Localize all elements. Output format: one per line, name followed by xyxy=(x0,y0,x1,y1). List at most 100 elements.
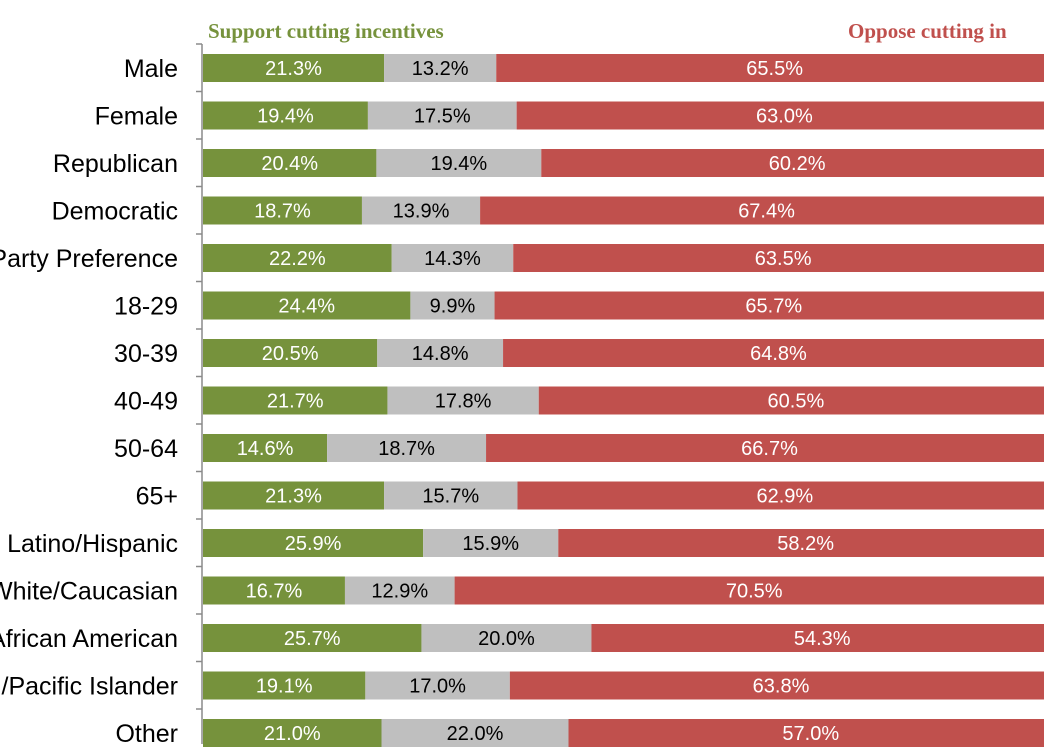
category-label-male: Male xyxy=(124,55,178,83)
bar-segment-oppose-65 xyxy=(517,481,1044,510)
category-label-african-american: African American xyxy=(0,625,178,653)
bar-segment-support-40-49 xyxy=(203,386,388,415)
data-label: 70.5% xyxy=(726,581,783,603)
data-label: 20.4% xyxy=(261,153,318,175)
bar-segment-neutral-30-39 xyxy=(377,339,504,367)
bar-segment-neutral-african-american xyxy=(421,624,592,652)
bar-segment-support-democratic xyxy=(203,196,362,225)
data-label: 14.6% xyxy=(237,438,294,460)
data-label: 67.4% xyxy=(738,201,795,223)
data-label: 63.5% xyxy=(755,248,812,270)
category-label-30-39: 30-39 xyxy=(114,340,178,368)
bar-segment-support-latino-hispanic xyxy=(203,529,424,557)
category-label-65: 65+ xyxy=(136,483,178,511)
data-label: 66.7% xyxy=(741,438,798,460)
data-label: 62.9% xyxy=(756,486,813,508)
category-label-no-party-preference: No Party Preference xyxy=(0,245,178,273)
legend: Support cutting incentives Oppose cuttin… xyxy=(208,19,1007,43)
data-label: 65.7% xyxy=(745,296,802,318)
data-label: 9.9% xyxy=(430,296,476,318)
bar-segment-neutral-65 xyxy=(384,481,518,510)
category-label-other: Other xyxy=(115,720,178,748)
bar-segment-oppose-female xyxy=(516,101,1044,130)
data-label: 21.7% xyxy=(267,391,324,413)
category-label-40-49: 40-49 xyxy=(114,388,178,416)
data-label: 17.8% xyxy=(435,391,492,413)
data-label: 24.4% xyxy=(278,296,335,318)
bar-segment-oppose-40-49 xyxy=(538,386,1044,415)
bar-segment-support-other xyxy=(203,719,382,747)
data-label: 21.3% xyxy=(265,486,322,508)
category-label-asian-pacific-islander: Asian/Pacific Islander xyxy=(0,673,178,701)
axis-ticks xyxy=(196,43,202,710)
data-label: 25.9% xyxy=(285,533,342,555)
data-label: 58.2% xyxy=(777,533,834,555)
data-label: 64.8% xyxy=(750,343,807,365)
data-label: 54.3% xyxy=(794,628,851,650)
bar-segment-support-asian-pacific-islander xyxy=(203,671,366,700)
data-label: 57.0% xyxy=(782,723,839,745)
bar-segment-oppose-other xyxy=(568,719,1044,747)
bar-segment-neutral-no-party-preference xyxy=(391,244,514,272)
data-label: 25.7% xyxy=(284,628,341,650)
data-label: 17.0% xyxy=(409,676,466,698)
bar-segment-support-30-39 xyxy=(203,339,378,367)
bar-segment-neutral-latino-hispanic xyxy=(423,529,559,557)
data-label: 13.2% xyxy=(412,58,469,80)
bar-segment-oppose-white-caucasian xyxy=(454,576,1044,605)
bar-segment-neutral-other xyxy=(381,719,569,747)
data-label: 17.5% xyxy=(414,106,471,128)
bar-segment-support-male xyxy=(203,54,385,82)
bar-segment-neutral-republican xyxy=(376,149,542,177)
bar-segment-neutral-asian-pacific-islander xyxy=(365,671,510,700)
bar-segment-support-no-party-preference xyxy=(203,244,392,272)
category-label-latino-hispanic: Latino/Hispanic xyxy=(7,530,178,558)
bar-segment-support-white-caucasian xyxy=(203,576,345,605)
data-label: 21.0% xyxy=(264,723,321,745)
legend-support-cutting-incentives: Support cutting incentives xyxy=(208,19,444,43)
data-label: 12.9% xyxy=(371,581,428,603)
data-label: 15.7% xyxy=(422,486,479,508)
bar-segment-support-african-american xyxy=(203,624,422,652)
category-label-18-29: 18-29 xyxy=(114,293,178,321)
bar-segment-oppose-latino-hispanic xyxy=(558,529,1044,557)
bar-segment-neutral-male xyxy=(384,54,497,82)
bar-segment-oppose-50-64 xyxy=(486,434,1044,462)
data-label: 19.4% xyxy=(257,106,314,128)
bar-segment-support-50-64 xyxy=(203,434,328,462)
data-label: 65.5% xyxy=(746,58,803,80)
bar-segment-neutral-18-29 xyxy=(410,291,495,320)
category-label-white-caucasian: White/Caucasian xyxy=(0,578,178,606)
data-label: 14.3% xyxy=(424,248,481,270)
bar-segment-oppose-asian-pacific-islander xyxy=(509,671,1044,700)
category-label-50-64: 50-64 xyxy=(114,435,178,463)
bars: 21.3% 13.2% 65.5% 19.4% 17.5% 63.0% 20.4% 19.4%… xyxy=(203,54,1044,747)
data-label: 20.5% xyxy=(262,343,319,365)
bar-segment-oppose-republican xyxy=(541,149,1044,177)
data-label: 63.0% xyxy=(756,106,813,128)
data-label: 21.3% xyxy=(265,58,322,80)
legend-oppose-cutting: Oppose cutting in xyxy=(848,19,1007,43)
category-label-democratic: Democratic xyxy=(52,198,178,226)
category-label-republican: Republican xyxy=(53,150,178,178)
bar-segment-support-65 xyxy=(203,481,385,510)
data-label: 14.8% xyxy=(412,343,469,365)
bar-segment-neutral-female xyxy=(367,101,517,130)
bar-segment-oppose-male xyxy=(496,54,1044,82)
bar-segment-neutral-50-64 xyxy=(327,434,487,462)
data-label: 22.2% xyxy=(269,248,326,270)
category-labels: Male Female Republican Democratic No Party P… xyxy=(0,55,178,748)
data-label: 22.0% xyxy=(447,723,504,745)
data-label: 63.8% xyxy=(753,676,810,698)
data-label: 18.7% xyxy=(254,201,311,223)
data-label: 20.0% xyxy=(478,628,535,650)
bar-segment-neutral-white-caucasian xyxy=(344,576,455,605)
bar-segment-support-18-29 xyxy=(203,291,411,320)
bar-segment-oppose-no-party-preference xyxy=(513,244,1044,272)
data-label: 60.5% xyxy=(768,391,825,413)
bar-segment-oppose-democratic xyxy=(480,196,1044,225)
data-label: 16.7% xyxy=(246,581,303,603)
data-label: 15.9% xyxy=(462,533,519,555)
data-label: 60.2% xyxy=(769,153,826,175)
